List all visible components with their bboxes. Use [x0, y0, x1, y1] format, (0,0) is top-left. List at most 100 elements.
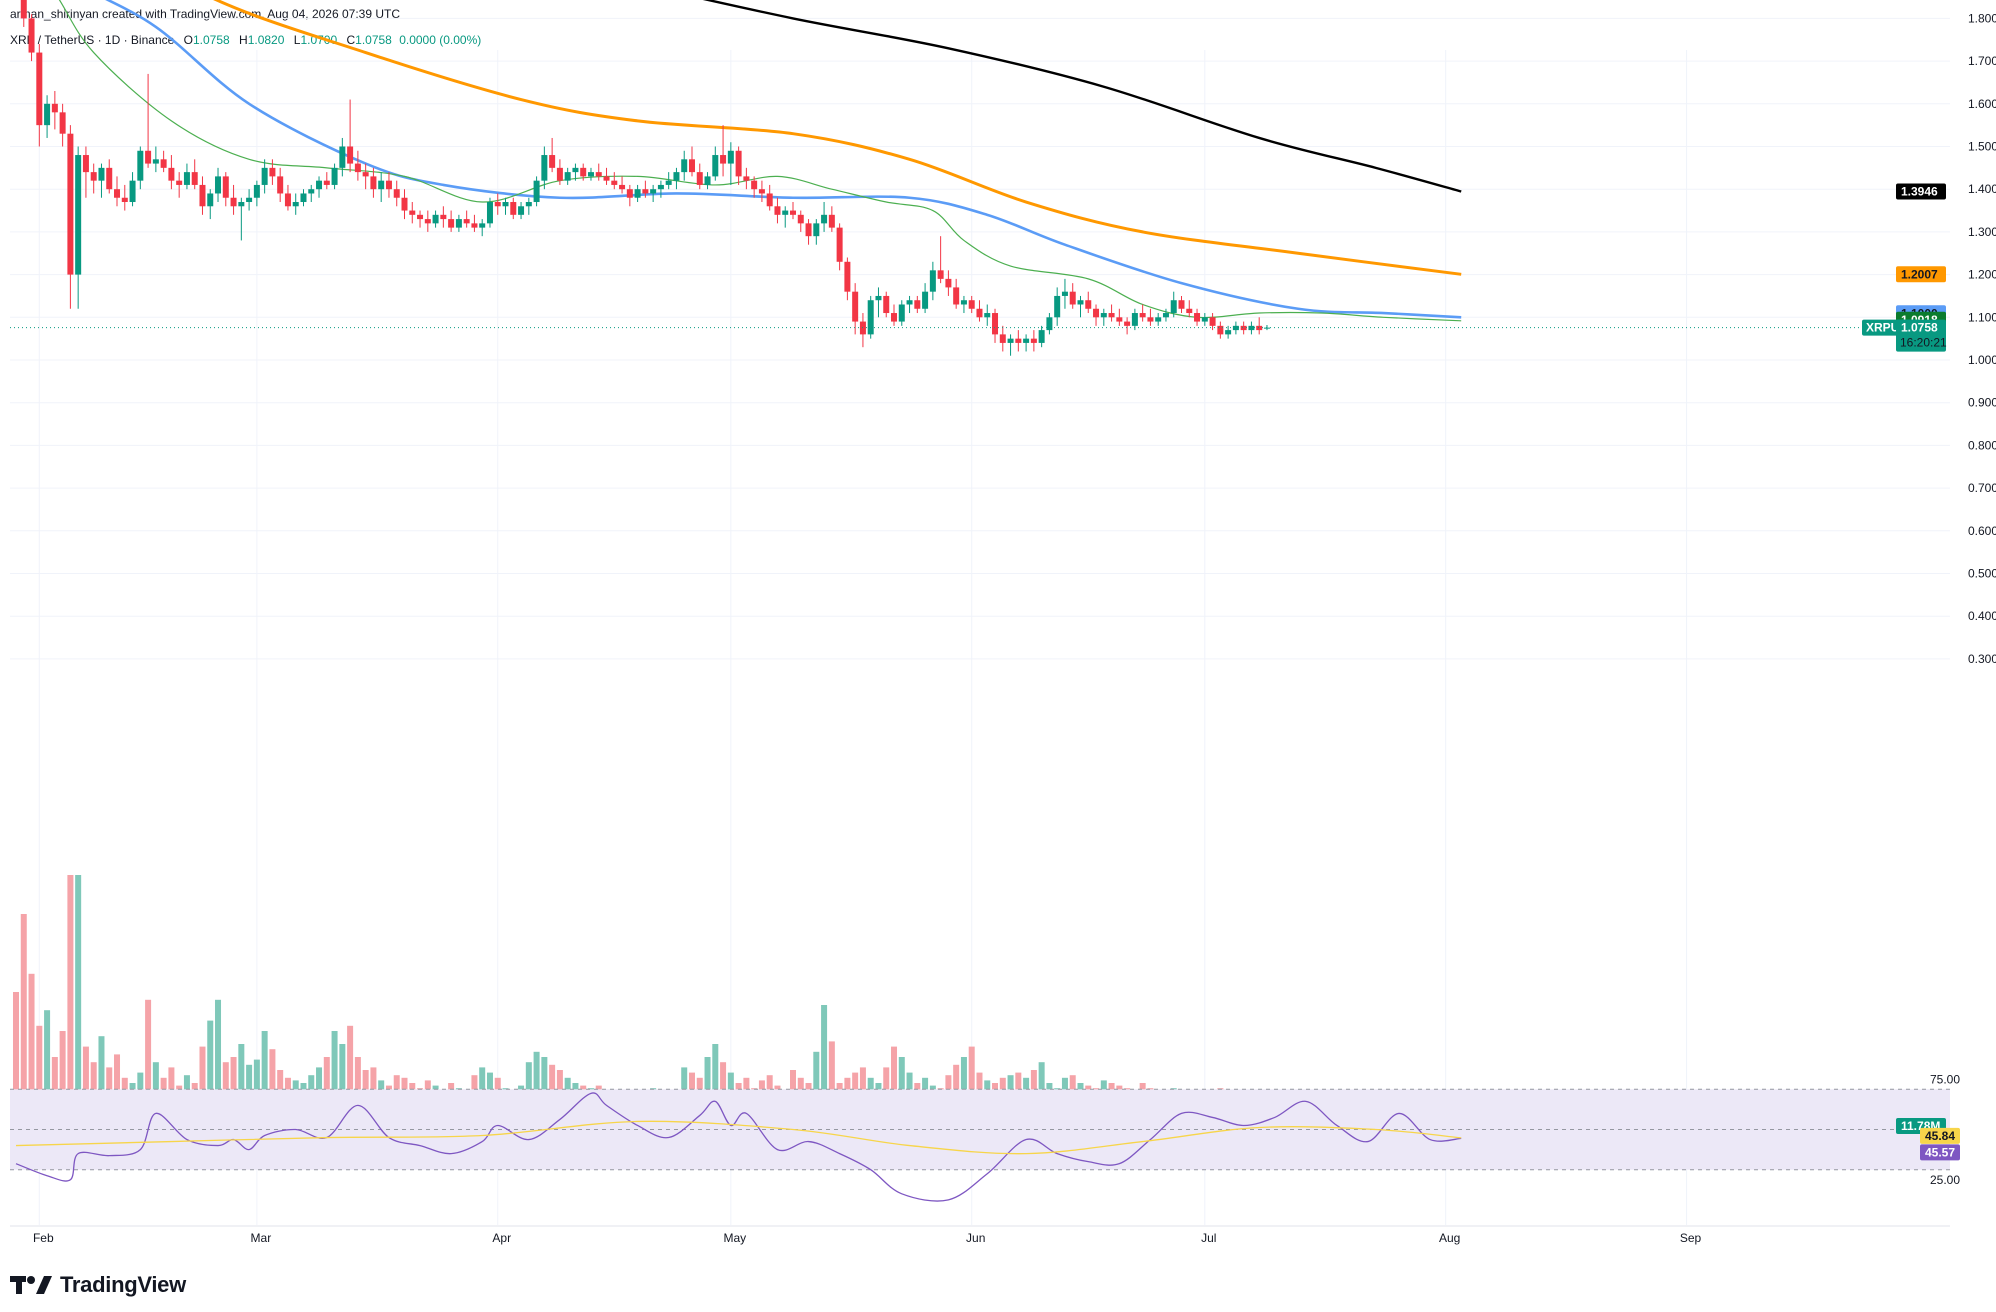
candle — [191, 159, 198, 190]
candle-body — [409, 210, 416, 215]
candle — [129, 172, 136, 207]
candle-body — [1054, 295, 1061, 318]
candle — [354, 150, 361, 181]
ma-orange-tag-text: 1.2007 — [1901, 267, 1938, 281]
price-tag-value: 1.0758 — [1901, 321, 1938, 335]
candle-body — [362, 172, 369, 177]
candle-body — [121, 197, 128, 203]
candle — [479, 219, 486, 237]
candle-body — [432, 214, 439, 224]
candle — [316, 176, 323, 198]
candle-body — [1030, 338, 1037, 343]
candle-body — [207, 193, 214, 207]
candle-body — [1077, 300, 1084, 305]
candle — [712, 146, 719, 181]
candle-body — [20, 0, 27, 19]
candle — [875, 287, 882, 318]
candle — [1217, 321, 1224, 339]
candle-body — [580, 167, 587, 177]
candle — [634, 184, 641, 203]
candle — [790, 202, 796, 220]
price-axis: 2.70002.60002.50002.40002.30002.20002.10… — [1930, 11, 1996, 1186]
candle — [238, 197, 245, 241]
candle — [339, 137, 346, 177]
candle — [1093, 304, 1100, 326]
candle — [448, 210, 455, 232]
candle — [145, 73, 152, 168]
rsi-value-tag: 45.57 — [1920, 1144, 1960, 1161]
candle-body — [852, 291, 859, 322]
candle — [883, 291, 890, 318]
candle-body — [370, 176, 377, 190]
candle — [953, 278, 960, 309]
candle — [362, 163, 369, 190]
candle — [230, 184, 237, 215]
candle-body — [1108, 313, 1115, 318]
candle — [106, 159, 113, 194]
candle — [999, 325, 1006, 352]
candle-body — [176, 180, 183, 185]
candle-body — [556, 167, 563, 181]
candle-body — [417, 214, 424, 220]
candle — [603, 167, 610, 185]
candle-body — [486, 202, 493, 224]
price-tick-label: 1.0000 — [1968, 353, 1996, 367]
candle — [207, 189, 214, 220]
candle-body — [316, 180, 323, 190]
candle-body — [929, 270, 936, 292]
volume-bar — [821, 1005, 828, 1135]
candle-body — [1116, 317, 1123, 322]
candle — [992, 308, 999, 343]
candle-body — [549, 155, 556, 168]
high-value: 1.0820 — [247, 33, 285, 47]
candle — [417, 210, 424, 228]
candle — [440, 206, 447, 228]
candle-body — [191, 172, 198, 185]
candle — [502, 197, 509, 215]
tradingview-logo[interactable]: TradingView — [10, 1272, 186, 1298]
candle-body — [1256, 325, 1263, 331]
time-tick-label: May — [724, 1231, 747, 1245]
candle — [556, 159, 563, 185]
candle-body — [906, 300, 913, 305]
candle — [828, 206, 835, 232]
candle — [914, 295, 921, 314]
candle-body — [891, 313, 898, 322]
candle — [696, 163, 703, 190]
candle — [28, 14, 35, 62]
candle — [1069, 283, 1076, 309]
volume-bar — [828, 1041, 835, 1135]
candle-body — [828, 214, 835, 228]
candle-body — [797, 214, 804, 224]
candle-body — [735, 150, 742, 177]
candle-body — [992, 313, 999, 335]
candle-body — [1147, 317, 1154, 322]
candle-body — [518, 206, 525, 215]
candle — [758, 180, 765, 203]
candle-body — [665, 180, 672, 185]
candle — [1162, 308, 1169, 322]
candle-body — [603, 176, 610, 181]
candle-body — [339, 146, 346, 168]
candle-body — [657, 184, 664, 190]
close-value: 1.0758 — [355, 33, 392, 47]
candle — [704, 172, 711, 190]
candle — [292, 193, 299, 215]
candle-body — [704, 176, 711, 185]
price-tag-bg — [1896, 319, 1946, 352]
symbol-legend[interactable]: XRP / TetherUS · 1D · Binance O1.0758 H1… — [10, 33, 481, 47]
candle-body — [269, 167, 276, 177]
candle — [525, 197, 532, 215]
candle-body — [455, 219, 462, 228]
candle-body — [782, 210, 789, 215]
candle — [246, 189, 253, 211]
symbol-description: XRP / TetherUS · 1D · Binance — [10, 33, 175, 47]
candle-body — [681, 159, 688, 173]
candle-body — [354, 163, 361, 173]
time-tick-label: Aug — [1439, 1231, 1460, 1245]
candle — [805, 219, 812, 245]
candle — [929, 261, 936, 301]
candle-body — [238, 202, 245, 207]
